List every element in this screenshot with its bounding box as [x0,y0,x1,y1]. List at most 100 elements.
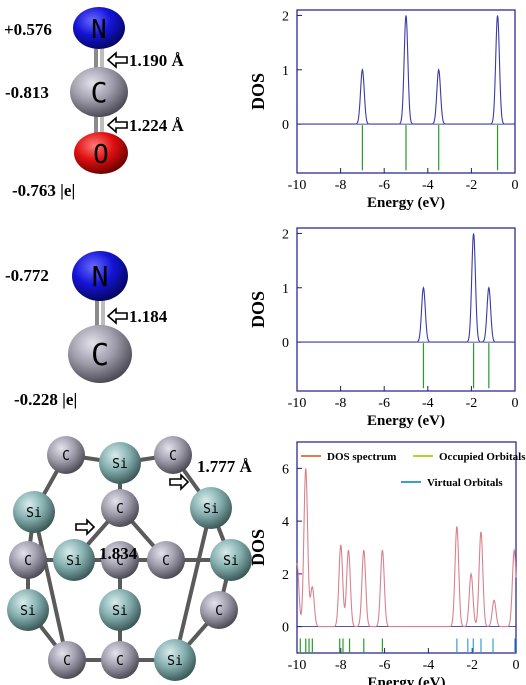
cage-atom-symbol: C [215,604,223,619]
bond-n-c-2 [101,292,105,344]
charge-n: +0.576 [4,20,52,39]
bond-n-c [95,292,99,344]
cage-atom-symbol: C [24,554,32,569]
x-axis-label: Energy (eV) [367,413,445,429]
cage-atom-symbol: Si [223,554,239,569]
y-tick-label: 2 [282,9,289,24]
x-tick-label: -4 [422,178,434,193]
atom-n-symbol: N [91,15,107,45]
y-tick-label: 2 [282,568,289,583]
atom-o [74,132,128,174]
atom-n-symbol: N [92,260,109,293]
arrow-icon [169,473,190,491]
x-tick-label: -4 [422,396,434,411]
cage-atom [147,541,185,579]
dos-curve [297,15,515,125]
x-tick-label: -6 [378,396,390,411]
cage-atom-symbol: Si [66,554,82,569]
charge-c: -0.813 [5,83,49,102]
cage-atom [13,491,55,533]
cage-atom [154,639,196,681]
cage-atom-symbol: C [63,654,71,669]
atom-c-symbol: C [91,76,108,109]
atom-c-symbol: C [91,338,109,373]
arrow-icon [106,51,128,69]
cage-bond-label-2: 1.834 [99,544,138,563]
arrow-icon [106,307,128,325]
atom-n [73,7,125,49]
x-tick-label: -8 [335,658,347,673]
cage-atom [7,589,49,631]
plot-frame [296,441,517,654]
cage-atom [200,591,238,629]
x-axis-label: Energy (eV) [367,195,445,211]
cage-bond [32,510,69,662]
dos-chart-cage: -10 -8 -6 -4 -2 0 0 2 4 6 Energy (eV) DOS DOS spectr… [248,441,526,685]
cage-atom [47,436,85,474]
arrow-icon [106,116,128,134]
cage-atom-symbol: C [116,554,124,569]
y-tick-label: 2 [282,227,289,242]
cage-bond [173,506,213,662]
x-tick-label: -2 [466,396,478,411]
x-axis-label: Energy (eV) [368,675,446,685]
cage-atom-symbol: Si [26,506,42,521]
cage-atom [101,641,139,679]
cage-atom [190,487,232,529]
bond-length-co: 1.224 Å [129,116,185,135]
charge-o: -0.763 |e| [12,181,75,200]
atom-o-symbol: O [93,140,109,170]
cage-atom [99,442,141,484]
cage-atom [101,489,139,527]
legend-entry: DOS spectrum [327,451,396,463]
atom-c [70,67,128,117]
y-axis-label: DOS [248,529,268,566]
cn-molecule: N C -0.772 -0.228 |e| 1.184 [5,251,168,409]
cage-atom [154,436,192,474]
x-tick-label: -10 [288,178,307,193]
nco-molecule: N C O +0.576 -0.813 -0.763 |e| 1.190 Å 1… [4,7,185,200]
cage-atom-symbol: Si [112,604,128,619]
cage-atom [101,541,139,579]
x-tick-label: -2 [466,178,478,193]
cage-atom-symbol: C [169,449,177,464]
plot-frame [296,9,516,174]
plot-frame [296,227,516,392]
dos-curve [297,233,515,343]
y-tick-label: 1 [282,282,289,297]
cage-atom-symbol: Si [20,604,36,619]
dos-curve [296,468,517,628]
y-tick-label: 0 [282,118,289,133]
legend-entry: Occupied Orbitals [439,451,526,463]
x-tick-label: -2 [466,658,478,673]
cage-atom-symbol: Si [167,654,183,669]
charge-c: -0.228 |e| [14,390,77,409]
x-tick-label: -8 [335,178,347,193]
cage-bond-label-1: 1.777 Å [197,457,253,476]
cage-atom [210,539,252,581]
charge-n: -0.772 [5,266,49,285]
cage-atom-symbol: C [162,554,170,569]
cage-atom-symbol: Si [112,457,128,472]
x-tick-label: -4 [423,658,435,673]
bond-c-o-2 [100,105,104,148]
y-axis-label: DOS [248,73,268,110]
cage-atom [9,541,47,579]
x-tick-label: -6 [378,178,390,193]
atom-n [72,251,128,301]
cage-atom [53,539,95,581]
x-tick-label: -10 [288,396,307,411]
cage-atom-symbol: C [62,449,70,464]
y-tick-label: 4 [282,515,289,530]
y-tick-label: 6 [282,462,289,477]
cage-atom [99,589,141,631]
x-tick-label: 0 [512,178,519,193]
cage-cluster: C Si C Si C Si Si C C Si Si C Si C C Si C [7,436,252,681]
y-tick-label: 1 [282,64,289,79]
x-tick-label: -6 [379,658,391,673]
bond-length-cn: 1.184 [129,307,168,326]
dos-chart-cn: -10 -8 -6 -4 -2 0 0 1 2 Energy (eV) DOS [248,227,519,429]
arrow-icon [75,518,96,536]
cage-atom [48,641,86,679]
